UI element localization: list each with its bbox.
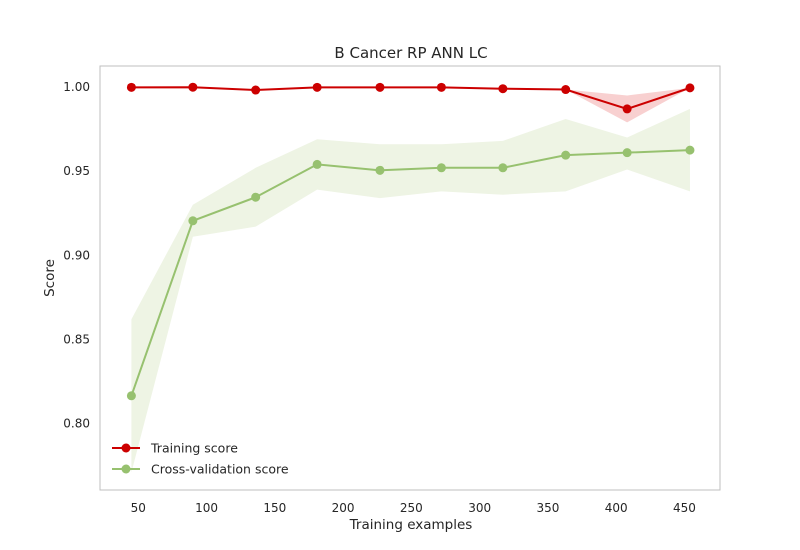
x-tick-label: 100 [195,501,218,515]
x-tick-label: 250 [400,501,423,515]
training-score-point [685,83,695,93]
cross-validation-score-point [251,192,261,202]
y-tick-label: 0.85 [63,332,90,346]
legend-label: Cross-validation score [151,462,289,477]
confidence-bands [131,87,690,473]
cross-validation-score-point [188,216,198,226]
cross-validation-score-point [312,159,322,169]
x-tick-label: 300 [468,501,491,515]
cross-validation-score-point [498,163,508,173]
x-tick-label: 450 [673,501,696,515]
training-score-point [436,82,446,92]
cross-validation-score-point [436,163,446,173]
training-score-point [622,104,632,114]
x-axis-label: Training examples [349,517,473,533]
x-tick-label: 50 [131,501,146,515]
cross-validation-score-point [375,165,385,175]
x-tick-label: 400 [605,501,628,515]
y-tick-label: 0.95 [63,164,90,178]
x-tick-label: 200 [332,501,355,515]
cross-validation-score-point [561,150,571,160]
x-tick-label: 350 [536,501,559,515]
training-score-band [131,87,690,123]
cross-validation-score-point [622,148,632,158]
training-score-point [375,82,385,92]
legend-label: Training score [150,441,238,456]
training-score-point [126,82,136,92]
y-axis-label: Score [42,259,58,297]
y-tick-label: 0.90 [63,248,90,262]
legend-swatch-marker [121,443,131,453]
cross-validation-score-band [131,108,690,473]
y-axis-ticks: 0.80 0.85 0.90 0.95 1.00 [63,80,90,431]
chart-title: B Cancer RP ANN LC [334,44,487,62]
training-score-point [561,85,571,95]
y-tick-label: 1.00 [63,80,90,94]
cross-validation-score-point [685,145,695,155]
cross-validation-score-point [126,391,136,401]
y-tick-label: 0.80 [63,417,90,431]
x-axis-ticks: 50 100 150 200 250 300 350 400 450 [131,501,696,515]
training-score-point [251,85,261,95]
legend-swatch-marker [121,464,131,474]
series-lines [130,86,691,397]
training-score-point [498,84,508,94]
x-tick-label: 150 [263,501,286,515]
legend: Training score Cross-validation score [112,441,289,477]
training-score-point [312,82,322,92]
cross-validation-score-line [130,149,691,397]
series-points [126,82,695,401]
training-score-line [131,86,691,110]
training-score-point [188,82,198,92]
plot-frame [99,65,721,491]
